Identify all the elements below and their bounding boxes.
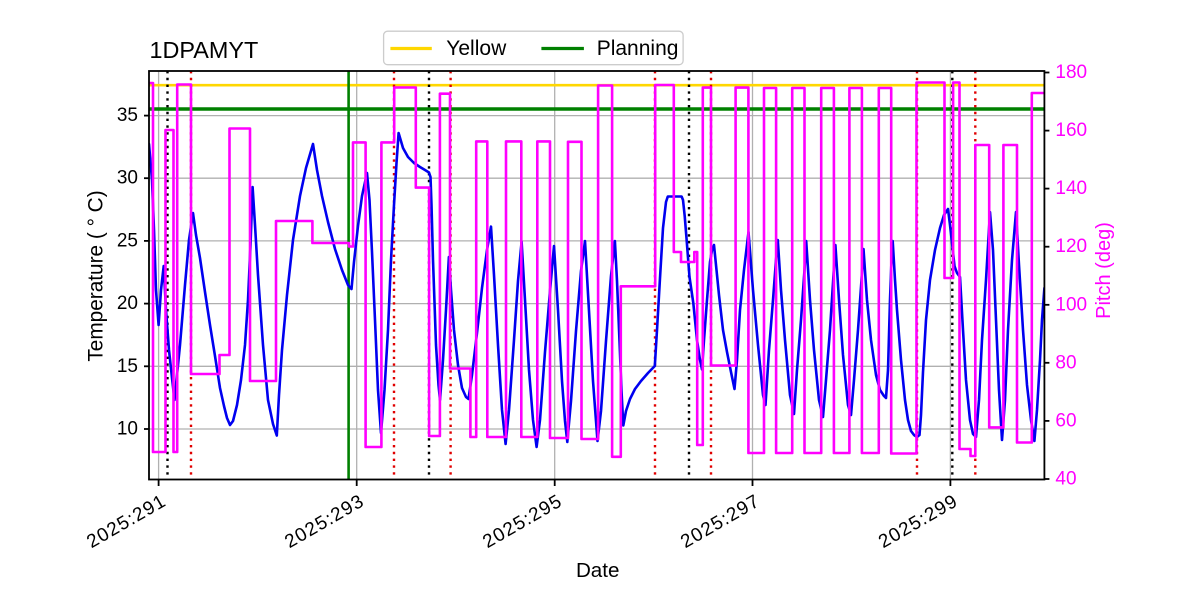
svg-text:1DPAMYT: 1DPAMYT <box>150 37 259 63</box>
svg-text:40: 40 <box>1055 469 1076 490</box>
svg-text:15: 15 <box>117 356 138 377</box>
svg-text:140: 140 <box>1055 178 1087 199</box>
svg-text:160: 160 <box>1055 120 1087 141</box>
svg-text:10: 10 <box>117 419 138 440</box>
svg-text:Yellow: Yellow <box>446 37 507 60</box>
svg-text:Planning: Planning <box>597 37 679 60</box>
svg-text:Date: Date <box>576 559 620 582</box>
svg-text:80: 80 <box>1055 352 1076 373</box>
svg-text:180: 180 <box>1055 62 1087 83</box>
svg-text:Pitch (deg): Pitch (deg) <box>1093 222 1115 319</box>
svg-text:35: 35 <box>117 105 138 126</box>
svg-text:25: 25 <box>117 230 138 251</box>
svg-text:100: 100 <box>1055 294 1087 315</box>
svg-text:30: 30 <box>117 168 138 189</box>
svg-text:20: 20 <box>117 293 138 314</box>
svg-text:60: 60 <box>1055 410 1076 431</box>
svg-text:120: 120 <box>1055 236 1087 257</box>
svg-text:Temperature ( ° C): Temperature ( ° C) <box>85 190 108 361</box>
